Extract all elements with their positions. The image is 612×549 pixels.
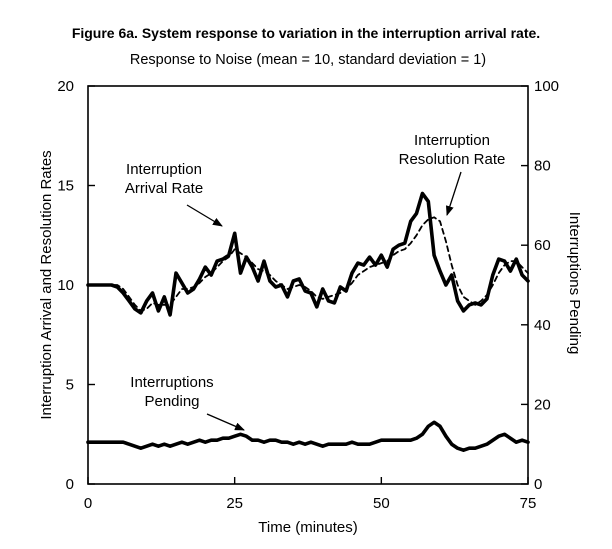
series-line-1 <box>87 216 529 312</box>
series-layer <box>86 191 530 453</box>
y2-tick-label: 20 <box>534 396 551 413</box>
y2-tick-label: 60 <box>534 237 551 254</box>
x-tick-label: 0 <box>84 495 92 512</box>
y-tick-label: 10 <box>57 277 74 294</box>
y-axis-left: 0 5 10 15 20 <box>57 78 95 493</box>
annotation-resolution-line2: Resolution Rate <box>399 151 506 168</box>
annotation-arrival-line2: Arrival Rate <box>125 180 203 197</box>
y2-tick-label: 80 <box>534 158 551 175</box>
annotation-resolution-rate: Interruption Resolution Rate <box>399 132 506 216</box>
x-tick-label: 25 <box>226 495 243 512</box>
y2-axis-label: Interruptions Pending <box>566 212 583 355</box>
y2-tick-label: 40 <box>534 317 551 334</box>
series-line-0 <box>86 191 530 317</box>
arrow-resolution-rate <box>445 171 462 216</box>
arrow-arrival-rate <box>186 204 223 227</box>
annotation-resolution-line1: Interruption <box>414 132 490 149</box>
y-tick-label: 15 <box>57 178 74 195</box>
figure-title: Figure 6a. System response to variation … <box>72 25 540 41</box>
annotation-pending-line2: Pending <box>144 393 199 410</box>
arrow-pending <box>206 413 245 431</box>
y2-tick-label: 100 <box>534 78 559 95</box>
x-tick-label: 75 <box>520 495 537 512</box>
series-line-2 <box>86 420 530 453</box>
annotation-pending: Interruptions Pending <box>130 374 245 431</box>
annotation-arrival-line1: Interruption <box>126 161 202 178</box>
y-tick-label: 20 <box>57 78 74 95</box>
chart-title: Response to Noise (mean = 10, standard d… <box>130 52 486 68</box>
annotation-arrival-rate: Interruption Arrival Rate <box>125 161 223 227</box>
x-axis-label: Time (minutes) <box>258 519 357 536</box>
y-tick-label: 5 <box>66 377 74 394</box>
annotation-pending-line1: Interruptions <box>130 374 213 391</box>
x-axis: 0 25 50 75 <box>84 477 537 512</box>
x-tick-label: 50 <box>373 495 390 512</box>
y-tick-label: 0 <box>66 476 74 493</box>
y-axis-right: 0 20 40 60 80 100 <box>521 78 559 493</box>
y2-tick-label: 0 <box>534 476 542 493</box>
y-axis-label: Interruption Arrival and Resolution Rate… <box>38 150 55 419</box>
